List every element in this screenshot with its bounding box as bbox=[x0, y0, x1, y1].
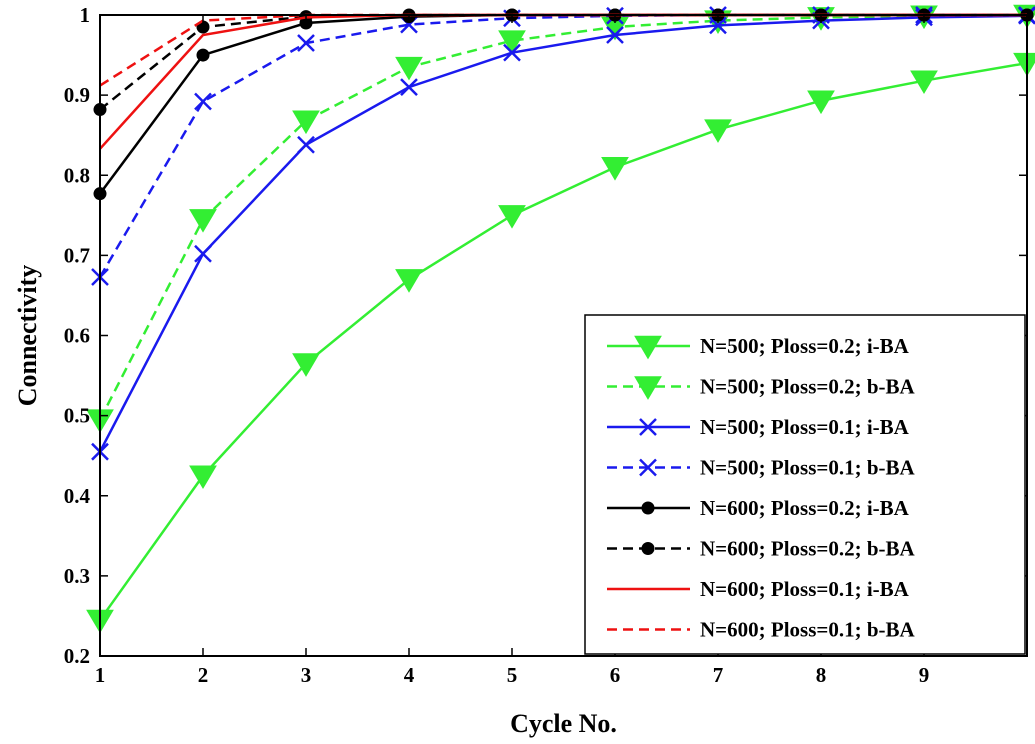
legend-swatch-marker bbox=[634, 376, 662, 400]
series-1-point bbox=[189, 465, 217, 490]
legend-item-2: N=500; Ploss=0.2; b-BA bbox=[607, 375, 916, 400]
series-1-point bbox=[498, 205, 526, 229]
series-3-point-stroke-b bbox=[194, 244, 212, 263]
y-tick-label: 0.9 bbox=[64, 83, 90, 107]
series-8 bbox=[99, 13, 1027, 87]
series-5-point bbox=[196, 48, 210, 62]
series-2-line bbox=[98, 13, 1028, 421]
legend-label: N=500; Ploss=0.2; i-BA bbox=[700, 334, 910, 358]
series-5 bbox=[93, 8, 1034, 201]
legend-box bbox=[584, 314, 1026, 655]
legend-swatch-marker bbox=[639, 458, 657, 477]
x-tick-label: 3 bbox=[301, 663, 312, 687]
legend-item-3: N=500; Ploss=0.1; i-BA bbox=[607, 415, 910, 439]
y-tick-label: 1 bbox=[80, 3, 91, 27]
series-3-point-stroke-b bbox=[606, 26, 624, 44]
series-8-line bbox=[99, 13, 1027, 87]
series-2-point bbox=[498, 30, 526, 54]
y-tick-label: 0.8 bbox=[64, 163, 90, 187]
tick-layer: 1 2 3 4 5 6 7 8 9 0.2 0.3 0.4 0.5 0.6 0.7 0.8 0.9 1 bbox=[64, 3, 1027, 687]
series-3-point bbox=[400, 78, 418, 96]
y-tick-label: 0.7 bbox=[64, 243, 90, 267]
y-tick-label: 0.5 bbox=[64, 404, 90, 428]
series-1-point bbox=[910, 70, 938, 95]
x-tick-label: 6 bbox=[610, 663, 621, 687]
x-axis-title: Cycle No. bbox=[510, 709, 617, 738]
legend-label: N=600; Ploss=0.2; b-BA bbox=[700, 537, 916, 561]
legend-item-6: N=600; Ploss=0.2; b-BA bbox=[607, 537, 916, 561]
x-tick-label: 8 bbox=[816, 663, 827, 687]
series-2-point bbox=[292, 110, 320, 135]
legend-item-1: N=500; Ploss=0.2; i-BA bbox=[607, 334, 910, 360]
legend-item-4: N=500; Ploss=0.1; b-BA bbox=[607, 456, 916, 480]
series-1-point bbox=[395, 269, 423, 293]
series-1 bbox=[86, 52, 1035, 634]
x-tick-label: 9 bbox=[919, 663, 930, 687]
x-tick-label: 1 bbox=[95, 663, 106, 687]
series-1-point bbox=[704, 119, 732, 143]
legend-label: N=600; Ploss=0.2; i-BA bbox=[700, 496, 910, 520]
legend-item-5: N=600; Ploss=0.2; i-BA bbox=[607, 496, 910, 520]
legend-label: N=500; Ploss=0.1; b-BA bbox=[700, 456, 916, 480]
series-3-point-stroke-b bbox=[503, 43, 521, 62]
legend-label: N=600; Ploss=0.1; i-BA bbox=[700, 577, 910, 601]
y-tick-label: 0.2 bbox=[64, 644, 90, 668]
legend-label: N=500; Ploss=0.1; i-BA bbox=[700, 415, 910, 439]
series-3-line bbox=[98, 14, 1028, 453]
y-tick-label: 0.4 bbox=[64, 484, 91, 508]
legend-swatch-marker bbox=[639, 418, 657, 436]
y-tick-label: 0.6 bbox=[64, 324, 90, 348]
legend-label: N=500; Ploss=0.2; b-BA bbox=[700, 375, 916, 399]
legend-item-8: N=600; Ploss=0.1; b-BA bbox=[607, 618, 916, 642]
legend-swatch-marker bbox=[641, 542, 655, 555]
x-tick-label: 5 bbox=[507, 663, 518, 687]
series-4-point-stroke-b bbox=[194, 92, 212, 111]
series-6 bbox=[93, 8, 1034, 117]
series-4-line bbox=[98, 13, 1027, 278]
series-3-point-stroke-b bbox=[297, 135, 315, 154]
legend-swatch-marker bbox=[641, 501, 655, 515]
legend-label: N=600; Ploss=0.1; b-BA bbox=[700, 618, 916, 642]
y-tick-label: 0.3 bbox=[64, 564, 90, 588]
series-3-point bbox=[606, 26, 624, 44]
series-3-point bbox=[297, 135, 315, 154]
x-tick-label: 2 bbox=[198, 663, 209, 687]
series-1-line bbox=[98, 61, 1028, 621]
legend-swatch-marker bbox=[634, 335, 662, 360]
series-1-point bbox=[807, 90, 835, 115]
series-layer bbox=[86, 4, 1035, 634]
series-3-point-stroke-b bbox=[400, 78, 418, 96]
series-1-point bbox=[601, 156, 629, 181]
series-5-line bbox=[98, 13, 1027, 195]
series-2-point bbox=[395, 56, 423, 81]
y-axis-title: Connectivity bbox=[13, 265, 42, 407]
series-1-point bbox=[292, 353, 320, 377]
legend-item-7: N=600; Ploss=0.1; i-BA bbox=[607, 577, 910, 601]
series-4-point bbox=[194, 92, 212, 111]
legend-swatch-marker-stroke-b bbox=[639, 458, 657, 477]
series-4-point-stroke-b bbox=[297, 34, 315, 52]
series-4-point bbox=[297, 34, 315, 52]
x-tick-label: 7 bbox=[713, 663, 724, 687]
legend: N=500; Ploss=0.2; i-BA N=500; Ploss=0.2; … bbox=[584, 314, 1026, 655]
series-3-point bbox=[503, 43, 521, 62]
legend-swatch-marker-stroke-b bbox=[639, 418, 657, 436]
series-4 bbox=[91, 6, 1035, 286]
series-2-point bbox=[189, 209, 217, 233]
x-tick-label: 4 bbox=[404, 663, 415, 687]
series-3-point bbox=[194, 244, 212, 263]
